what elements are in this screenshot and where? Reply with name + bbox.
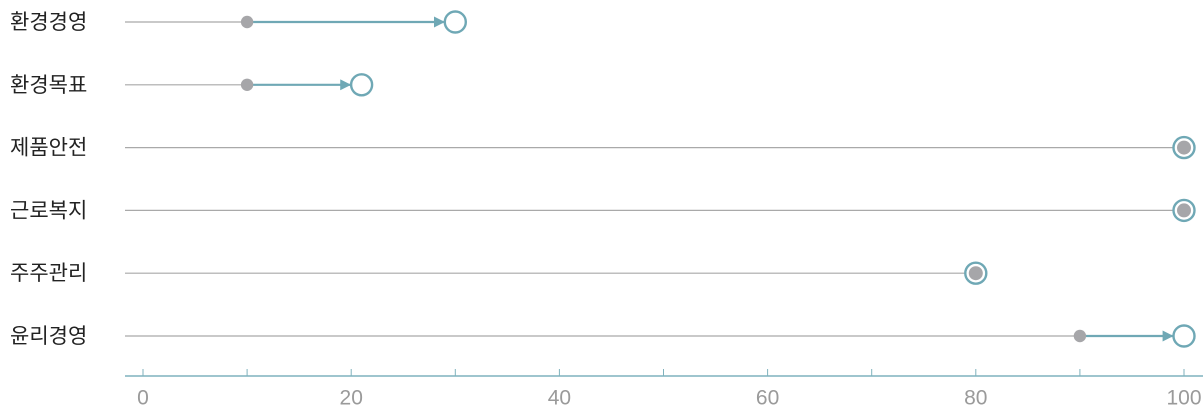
category-label: 주주관리 xyxy=(10,261,87,285)
x-tick-label: 80 xyxy=(964,387,987,409)
chart-row: 제품안전 xyxy=(10,136,1196,160)
chart-row: 환경목표 xyxy=(10,73,374,97)
start-point xyxy=(1177,140,1191,155)
chart-row: 주주관리 xyxy=(10,261,988,285)
x-axis: 0 20 40 60 80 100 xyxy=(125,369,1203,409)
x-tick-label: 60 xyxy=(756,387,779,409)
chart-row: 환경경영 xyxy=(10,10,467,34)
chart-row: 근로복지 xyxy=(10,198,1196,222)
category-label: 환경경영 xyxy=(10,10,87,34)
start-point xyxy=(240,78,254,92)
start-point xyxy=(968,266,983,281)
x-tick-label: 0 xyxy=(137,387,149,409)
end-point xyxy=(443,10,467,34)
chart-row: 윤리경영 xyxy=(10,324,1196,348)
category-label: 환경목표 xyxy=(10,73,87,97)
end-point xyxy=(349,73,374,97)
x-tick-label: 100 xyxy=(1166,387,1201,409)
start-point xyxy=(1073,329,1087,343)
end-point xyxy=(1172,324,1196,348)
category-label: 근로복지 xyxy=(10,198,87,222)
start-point xyxy=(240,15,254,29)
x-tick-label: 40 xyxy=(548,387,571,409)
category-label: 제품안전 xyxy=(10,136,87,160)
category-label: 윤리경영 xyxy=(10,324,87,348)
x-tick-label: 20 xyxy=(340,387,363,409)
start-point xyxy=(1177,203,1191,218)
